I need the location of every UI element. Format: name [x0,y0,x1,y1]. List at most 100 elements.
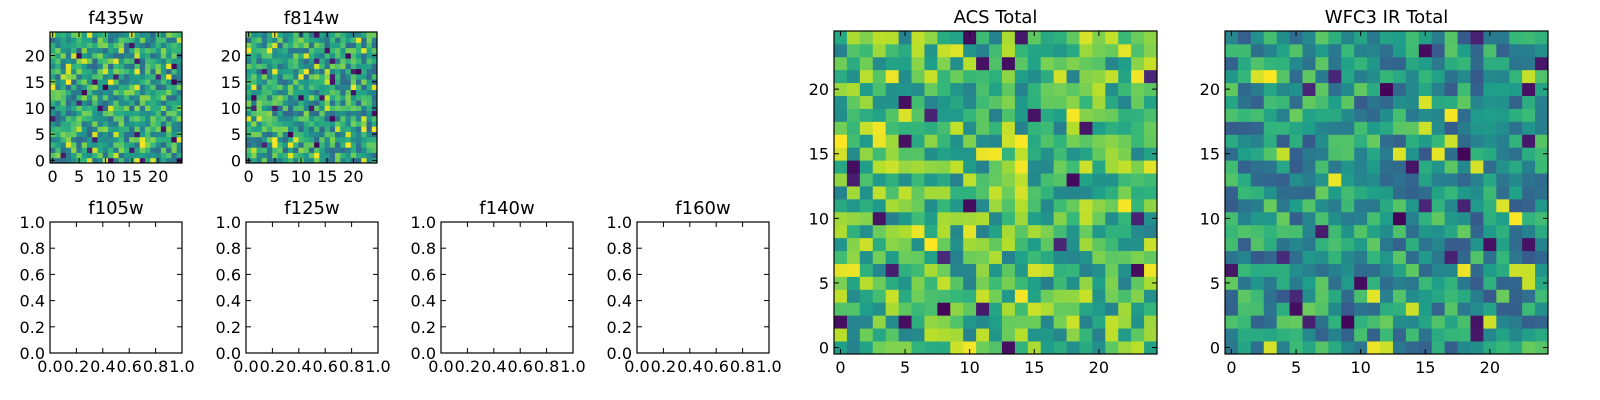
heatmap-cell [139,58,146,64]
heatmap-cell [134,131,141,138]
heatmap-cell [1118,315,1132,329]
heatmap-cell [1535,121,1549,135]
heatmap-cell [272,142,278,148]
heatmap-cell [155,94,162,101]
heatmap-cell [963,43,977,58]
heatmap-cell [287,52,294,59]
heatmap-cell [1535,276,1549,290]
heatmap-cell [261,105,268,111]
x-tick-label: 5 [270,167,280,186]
heatmap-cell [293,58,299,64]
heatmap-cell [345,157,352,164]
heatmap-cell [102,152,109,159]
heatmap-cell [50,63,56,70]
heatmap-cell [924,250,938,264]
heatmap-cell [145,131,151,138]
heatmap-cell [86,100,93,106]
heatmap-cell [166,63,172,70]
heatmap-cell [1092,186,1106,200]
heatmap-cell [989,211,1003,226]
heatmap-cell [340,136,346,143]
heatmap-cell [129,121,135,127]
heatmap-cell [324,152,331,159]
heatmap-cell [1014,198,1029,213]
heatmap-cell [1250,82,1265,96]
heatmap-cell [1066,186,1080,200]
heatmap-cell [1263,211,1278,226]
heatmap-cell [1354,31,1368,45]
heatmap-cell [171,121,178,127]
heatmap-cell [1289,147,1303,161]
heatmap-cell [356,110,362,117]
heatmap-cell [1118,237,1132,252]
heatmap-cell [1014,173,1029,187]
heatmap-cell [272,136,278,143]
heatmap-cell [1522,315,1536,329]
heatmap-cell [60,79,67,85]
heatmap-cell [293,84,299,91]
heatmap-cell [308,73,315,80]
heatmap-cell [139,152,146,159]
heatmap-cell [1118,56,1132,71]
heatmap-cell [356,105,362,111]
heatmap-cell [277,147,284,153]
heatmap-cell [256,157,263,164]
heatmap-cell [256,94,263,101]
heatmap-cell [293,110,299,117]
heatmap-cell [266,105,273,111]
heatmap-cell [371,37,378,43]
heatmap-cell [1276,198,1290,213]
heatmap-cell [345,100,352,106]
heatmap-cell [1014,121,1029,135]
heatmap-cell [1457,250,1471,264]
heatmap-cell [834,147,848,161]
heatmap-cell [340,126,346,132]
heatmap-cell [1405,315,1420,329]
heatmap-cell [1405,186,1420,200]
heatmap-cell [911,341,925,355]
heatmap-cell [293,42,299,49]
heatmap-cell [272,100,278,106]
heatmap-cell [1367,341,1381,355]
heatmap-cell [1276,328,1290,342]
heatmap-cell [251,89,257,96]
heatmap-cell [1431,328,1446,342]
heatmap-cell [1079,69,1093,84]
heatmap-cell [1457,69,1471,84]
heatmap-cell [366,115,373,122]
heatmap-cell [1053,121,1067,135]
heatmap-cell [134,136,141,143]
heatmap-cell [1131,315,1145,329]
heatmap-cell [303,79,310,85]
heatmap-cell [1289,341,1303,355]
heatmap-cell [1367,160,1381,174]
heatmap-cell [139,100,146,106]
heatmap-cell [166,110,172,117]
heatmap-cell [86,142,93,148]
heatmap-cell [1367,134,1381,148]
heatmap-cell [108,126,114,132]
heatmap-cell [1302,276,1316,290]
heatmap-cell [924,186,938,200]
heatmap-cell [150,115,156,122]
heatmap-cell [1131,198,1145,213]
heatmap-cell [937,134,951,148]
heatmap-cell [1354,276,1368,290]
heatmap-cell [123,42,130,49]
heatmap-cell [963,302,977,316]
heatmap-cell [371,32,378,38]
heatmap-cell [129,52,135,59]
heatmap-cell [1380,211,1394,226]
heatmap-cell [160,68,167,75]
heatmap-cell [92,73,98,80]
heatmap-cell [1144,302,1158,316]
heatmap-cell [1027,56,1042,71]
heatmap-cell [1392,186,1407,200]
heatmap-cell [324,126,331,132]
heatmap-cell [361,126,367,132]
heatmap-cell [1092,121,1106,135]
heatmap-cell [298,37,305,43]
heatmap-cell [371,115,378,122]
heatmap-cell [251,47,257,54]
heatmap-cell [308,126,315,132]
